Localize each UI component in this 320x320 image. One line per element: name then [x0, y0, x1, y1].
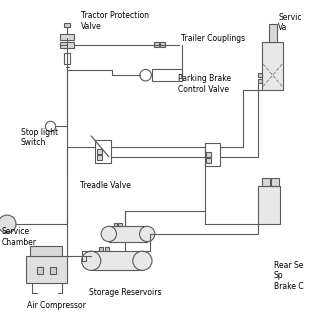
Bar [26, 256, 67, 283]
Bar [60, 42, 74, 48]
Text: Parking Brake
Control Valve: Parking Brake Control Valve [178, 74, 231, 94]
Bar [271, 178, 279, 186]
Text: Stop light
Switch: Stop light Switch [21, 128, 58, 148]
Text: Rear Se
Sp
Brake C: Rear Se Sp Brake C [274, 261, 303, 291]
Ellipse shape [101, 226, 116, 242]
Bar [109, 226, 147, 242]
Text: Trailer Couplings: Trailer Couplings [181, 34, 245, 43]
Text: Air Compressor: Air Compressor [27, 301, 85, 310]
Bar [205, 143, 220, 166]
Bar [152, 69, 182, 81]
Bar [64, 53, 70, 64]
Bar [97, 155, 102, 160]
Bar [95, 140, 111, 163]
Bar [262, 178, 270, 186]
Ellipse shape [133, 251, 152, 270]
Bar [262, 42, 283, 90]
Bar [206, 152, 211, 157]
Bar [105, 247, 109, 251]
Bar [60, 34, 74, 40]
Bar [97, 149, 102, 154]
Bar [37, 267, 43, 274]
Bar [114, 223, 117, 226]
Circle shape [45, 121, 56, 132]
Text: Tractor Protection
Valve: Tractor Protection Valve [81, 11, 149, 31]
Bar [160, 42, 165, 47]
Bar [30, 246, 62, 256]
Text: Storage Reservoirs: Storage Reservoirs [89, 288, 161, 297]
Bar [154, 42, 159, 47]
Bar [258, 79, 262, 83]
Bar [258, 186, 280, 224]
Circle shape [140, 69, 151, 81]
Ellipse shape [82, 251, 101, 270]
Text: Treadle Valve: Treadle Valve [80, 181, 131, 190]
Bar [50, 267, 56, 274]
Circle shape [0, 215, 16, 233]
Bar [91, 251, 142, 270]
Bar [64, 23, 70, 27]
Bar [118, 223, 122, 226]
Ellipse shape [140, 226, 155, 242]
Bar [269, 24, 277, 42]
Bar [99, 247, 103, 251]
Bar [258, 73, 262, 77]
Text: Servic
Va: Servic Va [278, 13, 302, 32]
Text: Service
Chamber: Service Chamber [2, 227, 36, 247]
Bar [206, 158, 211, 163]
